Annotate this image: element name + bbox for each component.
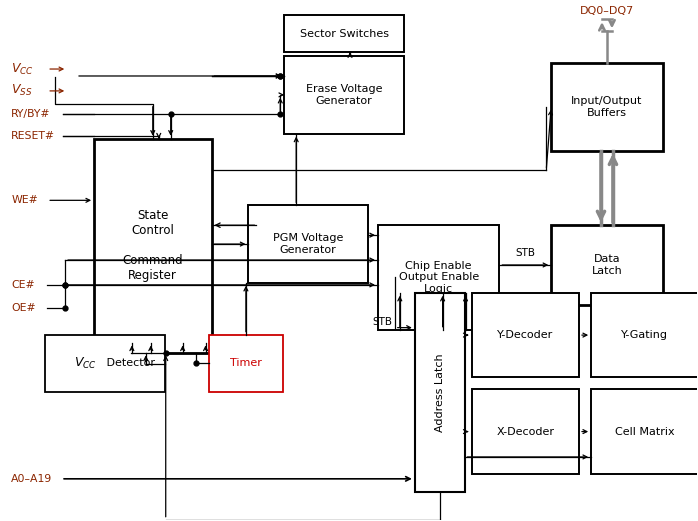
Text: Data
Latch: Data Latch (592, 254, 623, 276)
FancyBboxPatch shape (591, 389, 698, 474)
Text: DQ0–DQ7: DQ0–DQ7 (580, 6, 634, 16)
Text: Timer: Timer (230, 358, 262, 368)
FancyBboxPatch shape (45, 334, 165, 392)
Text: STB: STB (373, 317, 393, 327)
FancyBboxPatch shape (378, 225, 499, 330)
Text: Y-Gating: Y-Gating (621, 330, 668, 340)
Text: OE#: OE# (11, 303, 36, 313)
Text: STB: STB (515, 248, 535, 258)
Text: Sector Switches: Sector Switches (299, 29, 389, 39)
Text: RESET#: RESET# (11, 131, 55, 141)
Text: A0–A19: A0–A19 (11, 474, 52, 484)
Text: $V_{SS}$: $V_{SS}$ (11, 83, 33, 98)
Text: $V_{CC}$: $V_{CC}$ (74, 356, 97, 371)
Text: X-Decoder: X-Decoder (496, 427, 554, 437)
FancyBboxPatch shape (551, 63, 662, 151)
Text: WE#: WE# (11, 195, 38, 205)
FancyBboxPatch shape (209, 334, 283, 392)
Text: Detector: Detector (103, 358, 155, 368)
Text: Y-Decoder: Y-Decoder (497, 330, 554, 340)
Text: Input/Output
Buffers: Input/Output Buffers (571, 96, 643, 118)
FancyBboxPatch shape (472, 389, 579, 474)
Text: Erase Voltage
Generator: Erase Voltage Generator (306, 84, 383, 106)
FancyBboxPatch shape (415, 293, 465, 492)
Text: Chip Enable
Output Enable
Logic: Chip Enable Output Enable Logic (399, 261, 479, 294)
Text: RY/BY#: RY/BY# (11, 109, 51, 119)
FancyBboxPatch shape (94, 139, 211, 353)
Text: Address Latch: Address Latch (435, 353, 445, 431)
Text: State
Control

Command
Register: State Control Command Register (122, 209, 183, 282)
FancyBboxPatch shape (472, 293, 579, 377)
FancyBboxPatch shape (284, 56, 403, 134)
Text: PGM Voltage
Generator: PGM Voltage Generator (273, 233, 343, 255)
FancyBboxPatch shape (591, 293, 698, 377)
FancyBboxPatch shape (248, 205, 368, 283)
FancyBboxPatch shape (551, 225, 662, 305)
Text: $V_{CC}$: $V_{CC}$ (11, 61, 34, 77)
FancyBboxPatch shape (284, 15, 403, 52)
Text: CE#: CE# (11, 280, 35, 290)
Text: Cell Matrix: Cell Matrix (615, 427, 675, 437)
